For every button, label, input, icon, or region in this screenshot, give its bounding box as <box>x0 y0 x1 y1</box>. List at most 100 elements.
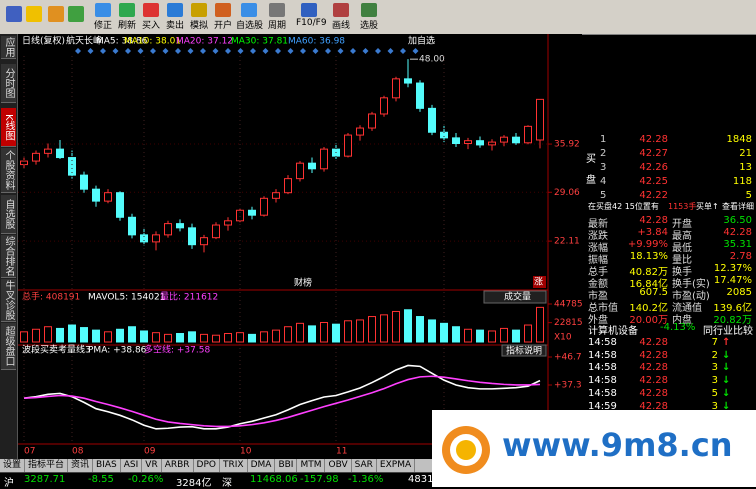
side-tab[interactable]: 超级盘口 <box>1 323 16 370</box>
volume-bar <box>416 316 424 343</box>
candle-body <box>308 162 316 170</box>
industry-compare[interactable]: 同行业比较 <box>703 326 753 337</box>
bottom-tab[interactable]: TRIX <box>220 459 248 472</box>
side-tab[interactable]: 个股资料 <box>1 148 16 193</box>
toolbar-icon <box>215 3 231 17</box>
bottom-tab[interactable]: DPO <box>194 459 220 472</box>
bottom-tab[interactable]: DMA <box>248 459 276 472</box>
volume-bar <box>248 333 256 343</box>
bottom-tab[interactable]: MTM <box>297 459 326 472</box>
candle-body <box>416 82 424 109</box>
help-box <box>501 344 547 357</box>
stat-label: 市盈(动) <box>672 291 710 302</box>
toolbar-button[interactable]: 自选股 <box>236 2 263 32</box>
level: 2 <box>600 148 607 159</box>
stat-value: 140.2亿 <box>629 303 668 314</box>
candle-body <box>464 140 472 144</box>
toolbar-icon <box>301 3 317 17</box>
candle-body <box>428 107 436 133</box>
volume-bar <box>464 328 472 343</box>
toolbar-button[interactable]: 开户 <box>210 2 236 32</box>
volume-multiplier: X10 <box>554 333 572 343</box>
bottom-tab[interactable]: BBI <box>275 459 298 472</box>
queue-note[interactable]: 查看详细 <box>722 202 754 211</box>
marker-diamond <box>300 48 306 54</box>
queue-note: 在买盘42 15位置有 <box>588 202 659 211</box>
x-tick-label: 09 <box>144 447 156 457</box>
stat-value: 17.47% <box>713 275 752 286</box>
stat-value: 20.82万 <box>713 315 752 326</box>
stat-label: 市盈 <box>588 291 608 302</box>
side-tab[interactable]: 综合排名 <box>1 235 16 278</box>
volume-bar <box>68 324 76 343</box>
bottom-tab[interactable]: BIAS <box>93 459 121 472</box>
stat-label: 最高 <box>672 231 692 242</box>
bottom-tab[interactable]: ASI <box>121 459 143 472</box>
stat-value: 2.78 <box>729 251 752 262</box>
toolbar-button[interactable]: 刷新 <box>114 2 140 32</box>
volume-bar <box>476 329 484 343</box>
volume-selector-box <box>483 290 547 304</box>
bid-volume: 21 <box>739 148 752 159</box>
toolbar-button[interactable]: 模拟 <box>186 2 212 32</box>
candle-body <box>56 148 64 159</box>
marker-diamond <box>350 48 356 54</box>
toolbar-icon <box>48 6 64 22</box>
status-item: 沪 <box>4 478 14 489</box>
toolbar-button[interactable]: 卖出 <box>162 2 188 32</box>
chart-title: 日线(复权) <box>22 35 65 47</box>
stat-value: 40.82万 <box>629 267 668 278</box>
side-tab[interactable]: K线图 <box>1 108 16 147</box>
stat-label: 开盘 <box>672 219 692 230</box>
volume-bar <box>116 328 124 343</box>
bottom-tab[interactable]: EXPMA <box>377 459 416 472</box>
volume-selector[interactable]: 成交量 <box>504 291 531 303</box>
marker-diamond <box>250 48 256 54</box>
volume-total: 总手: 408191 <box>22 291 80 303</box>
bottom-tab[interactable]: ARBR <box>162 459 194 472</box>
stock-name: 航天长峰 <box>66 35 102 47</box>
bottom-tab[interactable]: 资讯 <box>68 459 94 472</box>
candle-body <box>188 227 196 246</box>
bottom-tab[interactable]: SAR <box>352 459 377 472</box>
marker-diamond <box>237 48 244 54</box>
toolbar-button[interactable]: 画线 <box>328 2 354 32</box>
marker-diamond <box>225 48 231 54</box>
toolbar-button[interactable]: F10/F9 <box>296 2 327 32</box>
marker-diamond <box>137 48 144 54</box>
stat-label: 最新 <box>588 219 608 230</box>
marker-diamond <box>212 48 219 54</box>
side-tab[interactable]: 应用 <box>1 36 16 59</box>
candle-body <box>92 188 100 202</box>
x-tick-label: 11 <box>336 447 347 457</box>
bottom-tab[interactable]: VR <box>142 459 162 472</box>
watermark-logo <box>442 426 490 474</box>
marker-diamond <box>100 48 106 54</box>
volume-bar <box>260 331 268 343</box>
volume-bar <box>32 328 40 343</box>
candle-body <box>392 78 400 99</box>
candle-body <box>296 162 304 180</box>
toolbar-button[interactable]: 买入 <box>138 2 164 32</box>
tick-price: 42.28 <box>639 337 668 348</box>
volume-bar <box>392 310 400 343</box>
bottom-tab[interactable]: 设置 <box>0 459 26 472</box>
candle-body <box>200 237 208 246</box>
bottom-tabs: 设置 指标平台 资讯 BIAS ASI VR ARBR DPO TRIX DMA BBI MTM OBV… <box>0 459 440 472</box>
side-tab[interactable]: 自选股 <box>1 195 16 234</box>
side-tab[interactable]: 分时图 <box>1 64 16 103</box>
bottom-tab[interactable]: OBV <box>325 459 352 472</box>
side-tab[interactable]: 牛叉诊股 <box>1 279 16 322</box>
watermark-text: www.9m8.cn <box>502 426 733 464</box>
indicator-help[interactable]: 指标说明 <box>506 345 542 357</box>
toolbar-button[interactable]: 周期 <box>264 2 290 32</box>
candle-body <box>212 224 220 239</box>
bottom-tab[interactable]: 指标平台 <box>25 459 69 472</box>
tick-time: 14:58 <box>588 337 617 348</box>
toolbar-button[interactable]: 修正 <box>90 2 116 32</box>
stat-label: 总手 <box>588 267 608 278</box>
toolbar-label: 修正 <box>93 21 112 31</box>
toolbar-button[interactable]: 选股 <box>356 2 382 32</box>
status-item: 3284亿 <box>176 478 212 489</box>
